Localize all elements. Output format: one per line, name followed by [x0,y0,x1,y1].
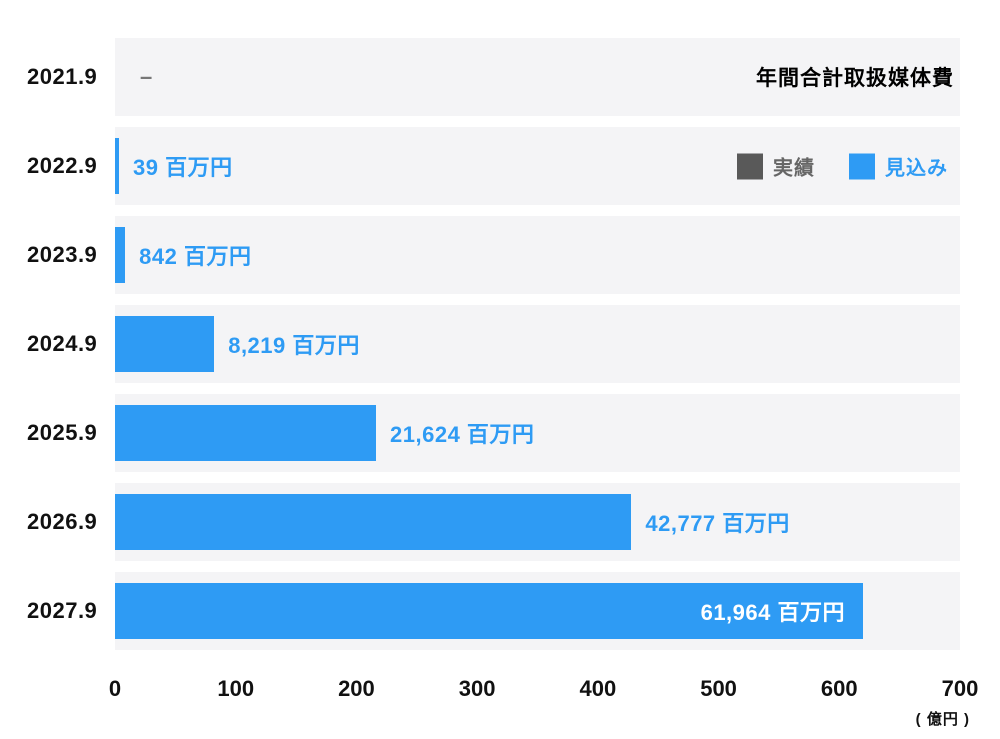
legend-item-forecast: 見込み [849,152,948,181]
legend-item-actual: 実績 [737,152,815,181]
chart-row: 2023.9 842 百万円 [0,216,1000,294]
value-bar [115,405,377,461]
value-label: 842 百万円 [139,244,252,269]
value-label: 61,964 百万円 [700,600,845,625]
forecast-swatch-icon [849,153,875,179]
value-label: 42,777 百万円 [645,511,790,536]
year-label: 2025.9 [27,420,98,445]
row-band: 39 百万円 [115,127,960,205]
chart-row: 2025.9 21,624 百万円 [0,394,1000,472]
chart-row: 2022.9 39 百万円 [0,127,1000,205]
legend-label-forecast: 見込み [885,157,948,180]
value-label: 8,219 百万円 [228,333,360,358]
value-bar [115,494,632,550]
chart-row: 2027.9 61,964 百万円 [0,572,1000,650]
legend: 実績 見込み [715,152,948,181]
value-bar: 61,964 百万円 [115,583,863,639]
value-label: 21,624 百万円 [390,422,535,447]
x-tick-label: 600 [820,676,858,701]
x-tick-label: 500 [700,676,737,701]
value-bar [115,138,119,194]
row-band: – [115,38,960,116]
row-band: 61,964 百万円 [115,572,960,650]
x-tick-label: 0 [108,676,122,701]
year-label: 2026.9 [27,509,98,534]
row-band: 21,624 百万円 [115,394,960,472]
chart-row: 2026.9 42,777 百万円 [0,483,1000,561]
x-tick-label: 700 [941,676,979,701]
chart-title: 年間合計取扱媒体費 [756,67,954,90]
row-band: 842 百万円 [115,216,960,294]
x-tick-label: 200 [338,676,375,701]
year-label: 2023.9 [27,242,98,267]
year-label: 2027.9 [27,598,98,623]
year-label: 2024.9 [27,331,98,356]
value-label: 39 百万円 [133,155,233,180]
year-label: 2022.9 [27,153,98,178]
legend-label-actual: 実績 [773,157,815,180]
chart-row: 2024.9 8,219 百万円 [0,305,1000,383]
chart-rows: 2021.9 – 2022.9 39 百万円 2023.9 842 百万円 2024.9 8,… [0,38,1000,661]
year-label: 2021.9 [27,64,98,89]
x-axis-unit: ( 億円 ) [915,711,970,728]
value-bar [115,227,126,283]
row-band: 42,777 百万円 [115,483,960,561]
x-tick-label: 400 [579,676,617,701]
value-bar [115,316,215,372]
chart-row: 2021.9 – [0,38,1000,116]
no-data-dash: – [140,64,153,89]
x-tick-label: 300 [458,676,496,701]
row-band: 8,219 百万円 [115,305,960,383]
actual-swatch-icon [737,153,763,179]
x-axis: 0 100 200 300 400 500 600 700 ( 億円 ) [109,676,978,728]
x-tick-label: 100 [217,676,255,701]
